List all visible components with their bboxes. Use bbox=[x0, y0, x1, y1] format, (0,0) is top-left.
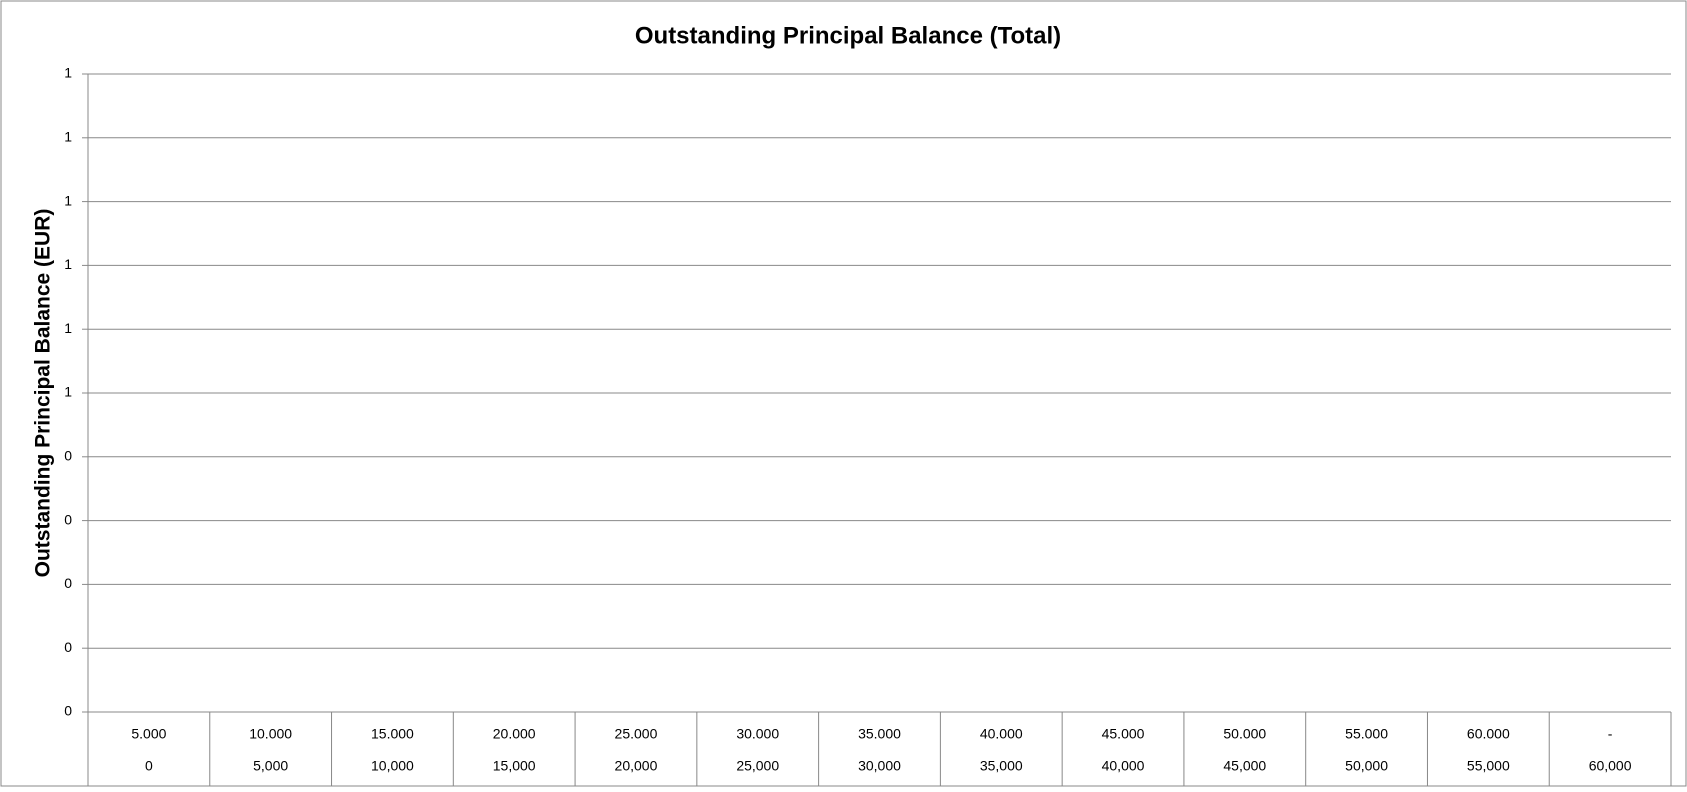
y-tick-label: 0 bbox=[64, 703, 72, 719]
y-tick-label: 1 bbox=[64, 384, 72, 400]
x-tick-label: 45.000 bbox=[1102, 726, 1145, 742]
x-tick-sublabel: 50,000 bbox=[1345, 758, 1388, 774]
x-tick-sublabel: 15,000 bbox=[493, 758, 536, 774]
y-axis-label: Outstanding Principal Balance (EUR) bbox=[32, 209, 55, 578]
x-tick-sublabel: 5,000 bbox=[253, 758, 288, 774]
chart-title: Outstanding Principal Balance (Total) bbox=[635, 22, 1061, 49]
x-tick-sublabel: 0 bbox=[145, 758, 153, 774]
x-tick-sublabel: 35,000 bbox=[980, 758, 1023, 774]
x-tick-sublabel: 55,000 bbox=[1467, 758, 1510, 774]
x-tick-sublabel: 20,000 bbox=[615, 758, 658, 774]
y-tick-label: 1 bbox=[64, 192, 72, 208]
y-tick-label: 1 bbox=[64, 256, 72, 272]
x-tick-label: 55.000 bbox=[1345, 726, 1388, 742]
x-tick-sublabel: 45,000 bbox=[1223, 758, 1266, 774]
y-tick-label: 0 bbox=[64, 639, 72, 655]
x-tick-sublabel: 60,000 bbox=[1589, 758, 1632, 774]
x-tick-sublabel: 10,000 bbox=[371, 758, 414, 774]
x-tick-label: 20.000 bbox=[493, 726, 536, 742]
x-tick-sublabel: 30,000 bbox=[858, 758, 901, 774]
x-tick-sublabel: 40,000 bbox=[1102, 758, 1145, 774]
x-tick-label: 10.000 bbox=[249, 726, 292, 742]
x-tick-label: 50.000 bbox=[1223, 726, 1266, 742]
y-tick-label: 1 bbox=[64, 320, 72, 336]
x-tick-label: 40.000 bbox=[980, 726, 1023, 742]
y-tick-label: 0 bbox=[64, 575, 72, 591]
x-tick-sublabel: 25,000 bbox=[736, 758, 779, 774]
x-tick-label: 15.000 bbox=[371, 726, 414, 742]
y-tick-label: 1 bbox=[64, 129, 72, 145]
y-tick-label: 0 bbox=[64, 511, 72, 527]
y-tick-label: 0 bbox=[64, 448, 72, 464]
x-tick-label: 30.000 bbox=[736, 726, 779, 742]
y-tick-label: 1 bbox=[64, 65, 72, 81]
x-tick-label: 5.000 bbox=[131, 726, 166, 742]
x-tick-label: 35.000 bbox=[858, 726, 901, 742]
x-tick-label: 60.000 bbox=[1467, 726, 1510, 742]
x-tick-label: - bbox=[1608, 726, 1613, 742]
x-tick-label: 25.000 bbox=[615, 726, 658, 742]
